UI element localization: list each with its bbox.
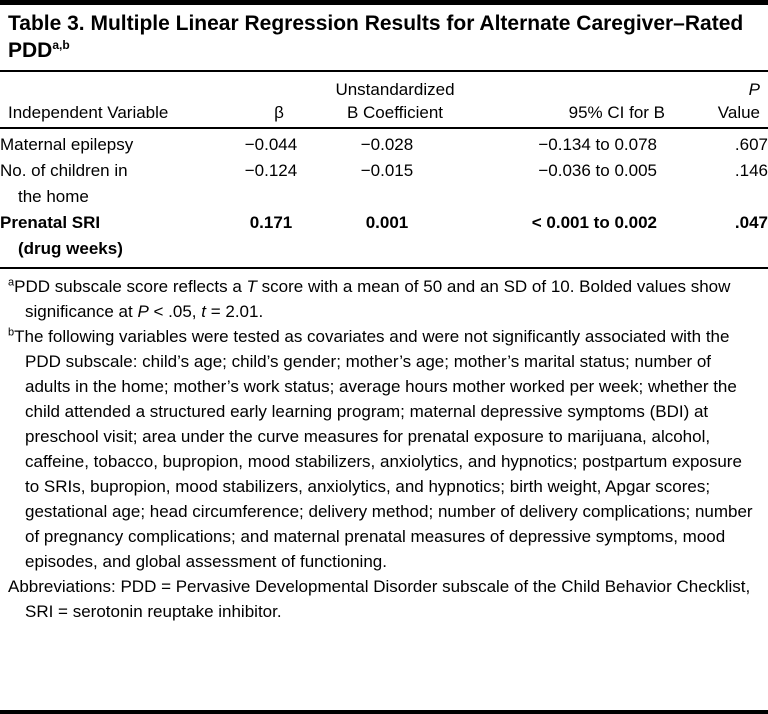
cell-ci: −0.134 to 0.078 <box>538 135 657 154</box>
footnote-a-text: PDD subscale score reflects a <box>14 277 247 296</box>
cell-variable-line1: Maternal epilepsy <box>0 135 134 154</box>
cell-variable-line1: Prenatal SRI <box>0 213 101 232</box>
footnote-a: aPDD subscale score reflects a T score w… <box>8 274 760 324</box>
footnote-abbreviations-text: Abbreviations: PDD = Pervasive Developme… <box>8 577 751 621</box>
cell-beta: −0.124 <box>244 161 298 180</box>
header-beta: β <box>274 103 284 122</box>
cell-b-coefficient: −0.015 <box>360 161 414 180</box>
cell-variable-line2: (drug weeks) <box>18 239 123 258</box>
cell-p-value: .047 <box>734 213 768 232</box>
cell-variable-line1: No. of children in <box>0 161 128 180</box>
cell-ci: < 0.001 to 0.002 <box>531 213 657 232</box>
footnote-a-marker: a <box>8 276 15 289</box>
cell-variable: No. of children in the home <box>0 158 240 210</box>
footnote-a-italic-p: P <box>137 302 149 321</box>
cell-b-coefficient: −0.028 <box>360 135 414 154</box>
cell-variable-line2: the home <box>18 187 89 206</box>
header-unstandardized-b-line1: Unstandardized <box>335 80 455 99</box>
cell-b-coefficient: 0.001 <box>365 213 409 232</box>
header-p-value: P Value <box>665 78 760 124</box>
table-title: Table 3. Multiple Linear Regression Resu… <box>0 5 768 72</box>
footnote-b-text: The following variables were tested as c… <box>14 327 753 571</box>
table-body: Maternal epilepsy −0.044 −0.028 −0.134 t… <box>0 129 768 269</box>
footnote-a-text: score with a mean of 50 and an SD of 10.… <box>25 277 731 321</box>
footnote-a-italic-t: t <box>201 302 206 321</box>
table-title-superscript: a,b <box>52 38 70 52</box>
footnote-abbreviations: Abbreviations: PDD = Pervasive Developme… <box>8 574 760 624</box>
header-independent-variable: Independent Variable <box>8 103 169 122</box>
cell-ci: −0.036 to 0.005 <box>538 161 657 180</box>
header-p-value-line1: P <box>748 80 760 99</box>
table-row-children-in-home: No. of children in the home −0.124 −0.01… <box>0 158 768 210</box>
header-p-value-line2: Value <box>717 103 760 122</box>
header-ci: 95% CI for B <box>568 103 665 122</box>
cell-beta: −0.044 <box>244 135 298 154</box>
table-row-prenatal-sri: Prenatal SRI (drug weeks) 0.171 0.001 < … <box>0 210 768 262</box>
table-row-maternal-epilepsy: Maternal epilepsy −0.044 −0.028 −0.134 t… <box>0 132 768 158</box>
header-unstandardized-b-line2: B Coefficient <box>346 103 444 122</box>
cell-beta: 0.171 <box>249 213 293 232</box>
footnote-a-text: = 2.01. <box>205 302 264 321</box>
table-title-text: Table 3. Multiple Linear Regression Resu… <box>8 12 744 62</box>
cell-variable: Prenatal SRI (drug weeks) <box>0 210 240 262</box>
table-header-row: Independent Variable β Unstandardized B … <box>0 72 768 129</box>
footnote-a-text: < .05, <box>148 302 202 321</box>
footnote-a-italic-t-score: T <box>246 277 257 296</box>
cell-p-value: .146 <box>734 161 768 180</box>
cell-variable: Maternal epilepsy <box>0 132 240 158</box>
footnotes: aPDD subscale score reflects a T score w… <box>0 269 768 630</box>
cell-p-value: .607 <box>734 135 768 154</box>
header-unstandardized-b: Unstandardized B Coefficient <box>310 78 480 124</box>
footnote-b: bThe following variables were tested as … <box>8 324 760 574</box>
footnote-b-marker: b <box>8 326 15 339</box>
